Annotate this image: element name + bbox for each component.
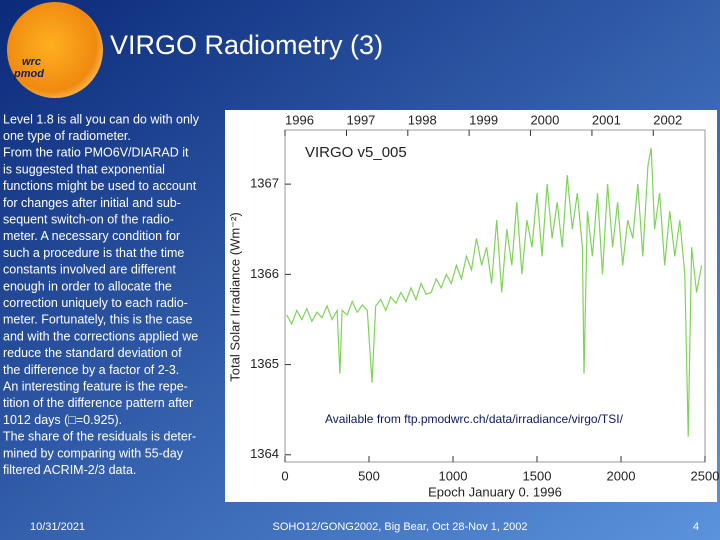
- body-text: the difference by a factor of 2-3.: [3, 363, 179, 377]
- x2-tick-label: 1998: [408, 112, 437, 127]
- footer-event: SOHO12/GONG2002, Big Bear, Oct 28-Nov 1,…: [273, 521, 528, 533]
- body-text: filtered ACRIM-2/3 data.: [3, 463, 136, 477]
- body-text: correction uniquely to each radio-: [3, 296, 188, 310]
- body-text: constants involved are different: [3, 263, 176, 277]
- x-tick-label: 2500: [691, 468, 720, 483]
- x2-tick-label: 2000: [530, 112, 559, 127]
- footer-page: 4: [693, 521, 699, 533]
- body-text: one type of radiometer.: [3, 129, 131, 143]
- body-text: for changes after initial and sub-: [3, 196, 181, 210]
- footer-date: 10/31/2021: [30, 521, 85, 533]
- logo-text: wrc: [22, 56, 41, 68]
- y-tick-label: 1367: [250, 176, 279, 191]
- body-text: meter. A necessary condition for: [3, 229, 180, 243]
- x-tick-label: 2000: [607, 468, 636, 483]
- x2-tick-label: 1997: [346, 112, 375, 127]
- slide-title: VIRGO Radiometry (3): [110, 30, 383, 60]
- y-tick-label: 1365: [250, 356, 279, 371]
- body-text: An interesting feature is the repe-: [3, 379, 188, 393]
- x-tick-label: 500: [358, 468, 380, 483]
- x2-tick-label: 1996: [285, 112, 314, 127]
- y-tick-label: 1366: [250, 266, 279, 281]
- body-text: From the ratio PMO6V/DIARAD it: [3, 146, 189, 160]
- y-tick-label: 1364: [250, 446, 279, 461]
- source-note: Available from ftp.pmodwrc.ch/data/irrad…: [325, 412, 624, 426]
- x-axis-label: Epoch January 0. 1996: [428, 484, 562, 499]
- x2-tick-label: 1999: [469, 112, 498, 127]
- x-tick-label: 1500: [523, 468, 552, 483]
- logo-text: pmod: [13, 68, 44, 80]
- body-text: tition of the difference pattern after: [3, 396, 193, 410]
- chart-panel: [225, 110, 717, 502]
- x2-tick-label: 2001: [592, 112, 621, 127]
- body-text: 1012 days (□=0.925).: [3, 413, 122, 427]
- body-text: The share of the residuals is deter-: [3, 430, 196, 444]
- body-text: reduce the standard deviation of: [3, 346, 182, 360]
- body-text: such a procedure is that the time: [3, 246, 184, 260]
- body-text: functions might be used to account: [3, 179, 197, 193]
- x-tick-label: 1000: [439, 468, 468, 483]
- logo-sun: [7, 2, 103, 98]
- body-text: is suggested that exponential: [3, 162, 165, 176]
- x-tick-label: 0: [281, 468, 288, 483]
- chart-annotation: VIRGO v5_005: [305, 144, 407, 161]
- body-text: meter. Fortunately, this is the case: [3, 313, 192, 327]
- body-text: Level 1.8 is all you can do with only: [3, 112, 200, 126]
- body-text: sequent switch-on of the radio-: [3, 212, 174, 226]
- body-text: and with the corrections applied we: [3, 329, 198, 343]
- y-axis-label: Total Solar Irradiance (Wm⁻²): [227, 212, 242, 381]
- data-line: [286, 147, 703, 437]
- body-text: enough in order to allocate the: [3, 279, 172, 293]
- x2-tick-label: 2002: [653, 112, 682, 127]
- plot-frame: [284, 129, 706, 463]
- body-text: mined by comparing with 55-day: [3, 446, 184, 460]
